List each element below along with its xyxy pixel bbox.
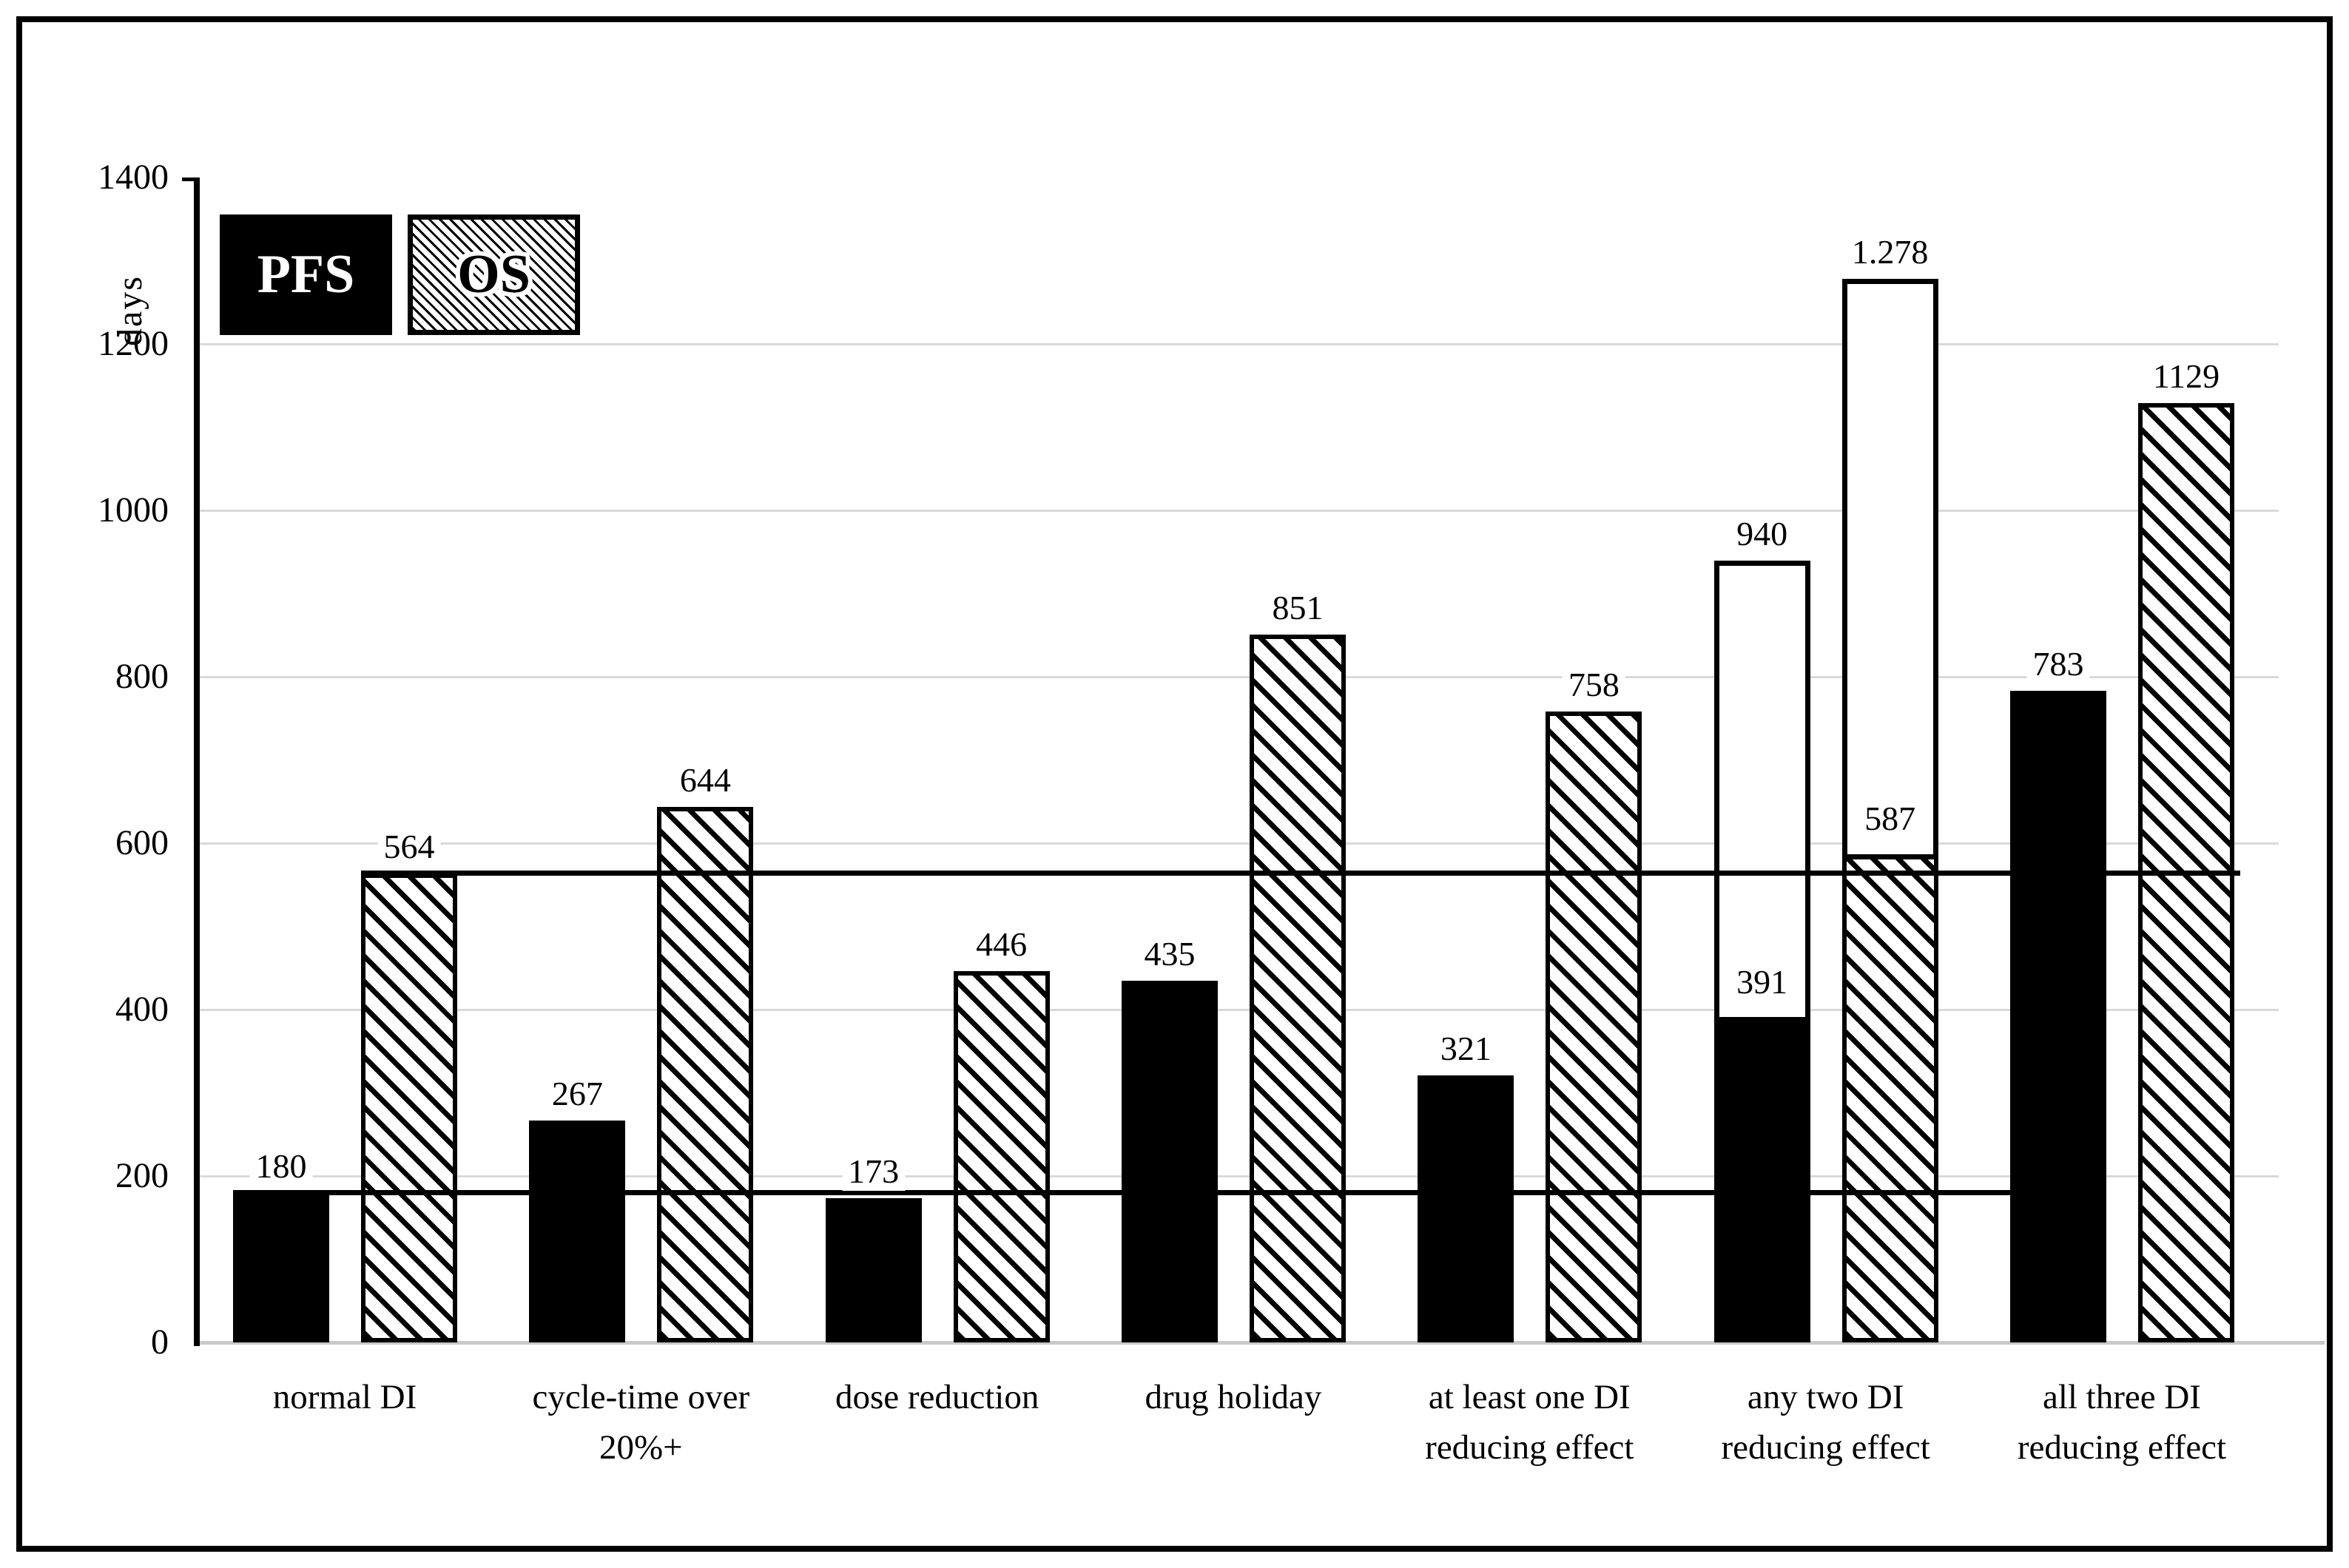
os-bar (657, 806, 754, 1342)
x-category-label: reducing effect (1721, 1428, 1930, 1467)
legend-label-pfs: PFS (257, 244, 355, 305)
x-category-label: reducing effect (2017, 1428, 2227, 1467)
pfs-bar (529, 1120, 626, 1342)
x-category-label: all three DI (2042, 1378, 2201, 1416)
extension-bar-pfs (1713, 560, 1810, 1023)
value-label: 435 (1138, 934, 1202, 973)
os-bar (953, 971, 1050, 1342)
value-label: 644 (673, 760, 737, 800)
gridline-400 (196, 1008, 2279, 1011)
os-bar (1249, 634, 1346, 1342)
gridline-800 (196, 675, 2279, 678)
value-label: 321 (1434, 1029, 1497, 1068)
x-category-label: drug holiday (1145, 1378, 1322, 1416)
x-category-label: cycle-time over (532, 1378, 750, 1416)
gridline-1000 (196, 509, 2279, 512)
y-tick-label-0: 0 (151, 1322, 169, 1362)
pfs-bar (825, 1198, 922, 1342)
value-label: 1.278 (1845, 233, 1935, 272)
value-label: 940 (1730, 514, 1794, 553)
os-bar (1841, 854, 1938, 1342)
y-tick-label-1000: 1000 (98, 490, 169, 530)
gridline-600 (196, 842, 2279, 845)
gridline-200 (196, 1175, 2279, 1177)
x-category-label: dose reduction (835, 1378, 1039, 1416)
y-axis-tick-1400 (182, 178, 194, 181)
y-tick-label-600: 600 (115, 823, 169, 862)
pfs-bar (1418, 1075, 1514, 1342)
x-category-label: normal DI (272, 1378, 417, 1416)
value-label: 783 (2026, 645, 2090, 684)
x-category-label: reducing effect (1425, 1428, 1634, 1467)
value-label: 267 (545, 1074, 609, 1113)
value-label: 587 (1864, 800, 1916, 838)
pfs-bar (2009, 691, 2106, 1342)
x-category-label: 20%+ (599, 1428, 683, 1467)
pfs-bar (233, 1192, 329, 1342)
legend-swatch-os: OS (408, 214, 580, 335)
reference-line-564 (361, 871, 2240, 876)
x-category-label: at least one DI (1428, 1378, 1631, 1416)
os-bar (1546, 712, 1642, 1342)
value-label: 173 (842, 1152, 906, 1192)
figure-border (16, 16, 2333, 1552)
extension-bar-os (1841, 279, 1938, 859)
value-label: 180 (249, 1146, 313, 1186)
x-category-label: any two DI (1747, 1378, 1904, 1416)
y-tick-label-1400: 1400 (98, 158, 169, 197)
value-label: 446 (970, 925, 1034, 964)
value-label: 564 (377, 827, 441, 866)
y-tick-label-200: 200 (115, 1156, 169, 1195)
y-tick-label-1200: 1200 (98, 324, 169, 363)
reference-line-180 (233, 1190, 2105, 1195)
y-tick-label-400: 400 (115, 990, 169, 1029)
y-tick-label-800: 800 (115, 657, 169, 696)
y-axis-line (194, 178, 200, 1346)
value-label: 1129 (2146, 356, 2226, 396)
legend-swatch-pfs: PFS (220, 214, 392, 335)
x-axis-line (194, 1341, 2325, 1345)
pfs-bar (1713, 1017, 1810, 1342)
gridline-1200 (196, 342, 2279, 345)
os-bar (361, 873, 457, 1342)
legend: PFS OS (220, 214, 580, 335)
value-label: 758 (1562, 666, 1625, 705)
pfs-bar (1121, 980, 1218, 1342)
value-label: 391 (1736, 962, 1788, 1001)
value-label: 851 (1266, 588, 1329, 627)
legend-label-os: OS (457, 244, 530, 305)
